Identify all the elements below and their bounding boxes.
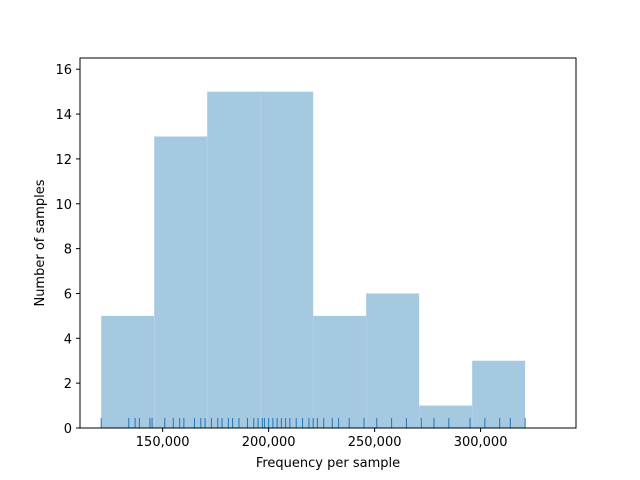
- histogram-bar: [207, 91, 261, 429]
- y-tick-label: 8: [64, 243, 72, 258]
- plot-frame: [79, 57, 577, 429]
- y-tick-label: 6: [64, 287, 72, 302]
- y-axis-label: Number of samples: [33, 179, 48, 306]
- rug-marks: [100, 418, 526, 428]
- y-tick-label: 12: [55, 153, 72, 168]
- x-tick-label: 250,000: [348, 435, 402, 450]
- y-tick-label: 10: [55, 198, 72, 213]
- y-axis-ticks: 0 2 4 6 8 10 12 14 16: [55, 63, 80, 437]
- x-axis-label: Frequency per sample: [256, 456, 400, 471]
- y-tick-label: 16: [55, 63, 72, 78]
- y-tick-label: 2: [64, 377, 72, 392]
- histogram-bar: [101, 315, 155, 428]
- y-tick-label: 14: [55, 108, 72, 123]
- histogram-bar: [472, 360, 526, 428]
- histogram-bar: [419, 405, 473, 428]
- histogram-bar: [313, 315, 367, 428]
- y-tick-label: 4: [64, 332, 72, 347]
- x-tick-label: 150,000: [136, 435, 190, 450]
- y-tick-label: 0: [64, 422, 72, 437]
- x-axis-ticks: 150,000 200,000 250,000 300,000: [136, 428, 508, 450]
- x-tick-label: 200,000: [242, 435, 296, 450]
- histogram-bar: [260, 91, 314, 429]
- x-tick-label: 300,000: [454, 435, 508, 450]
- histogram-bars: [101, 91, 526, 429]
- histogram-bar: [366, 293, 420, 428]
- histogram-bar: [154, 136, 208, 428]
